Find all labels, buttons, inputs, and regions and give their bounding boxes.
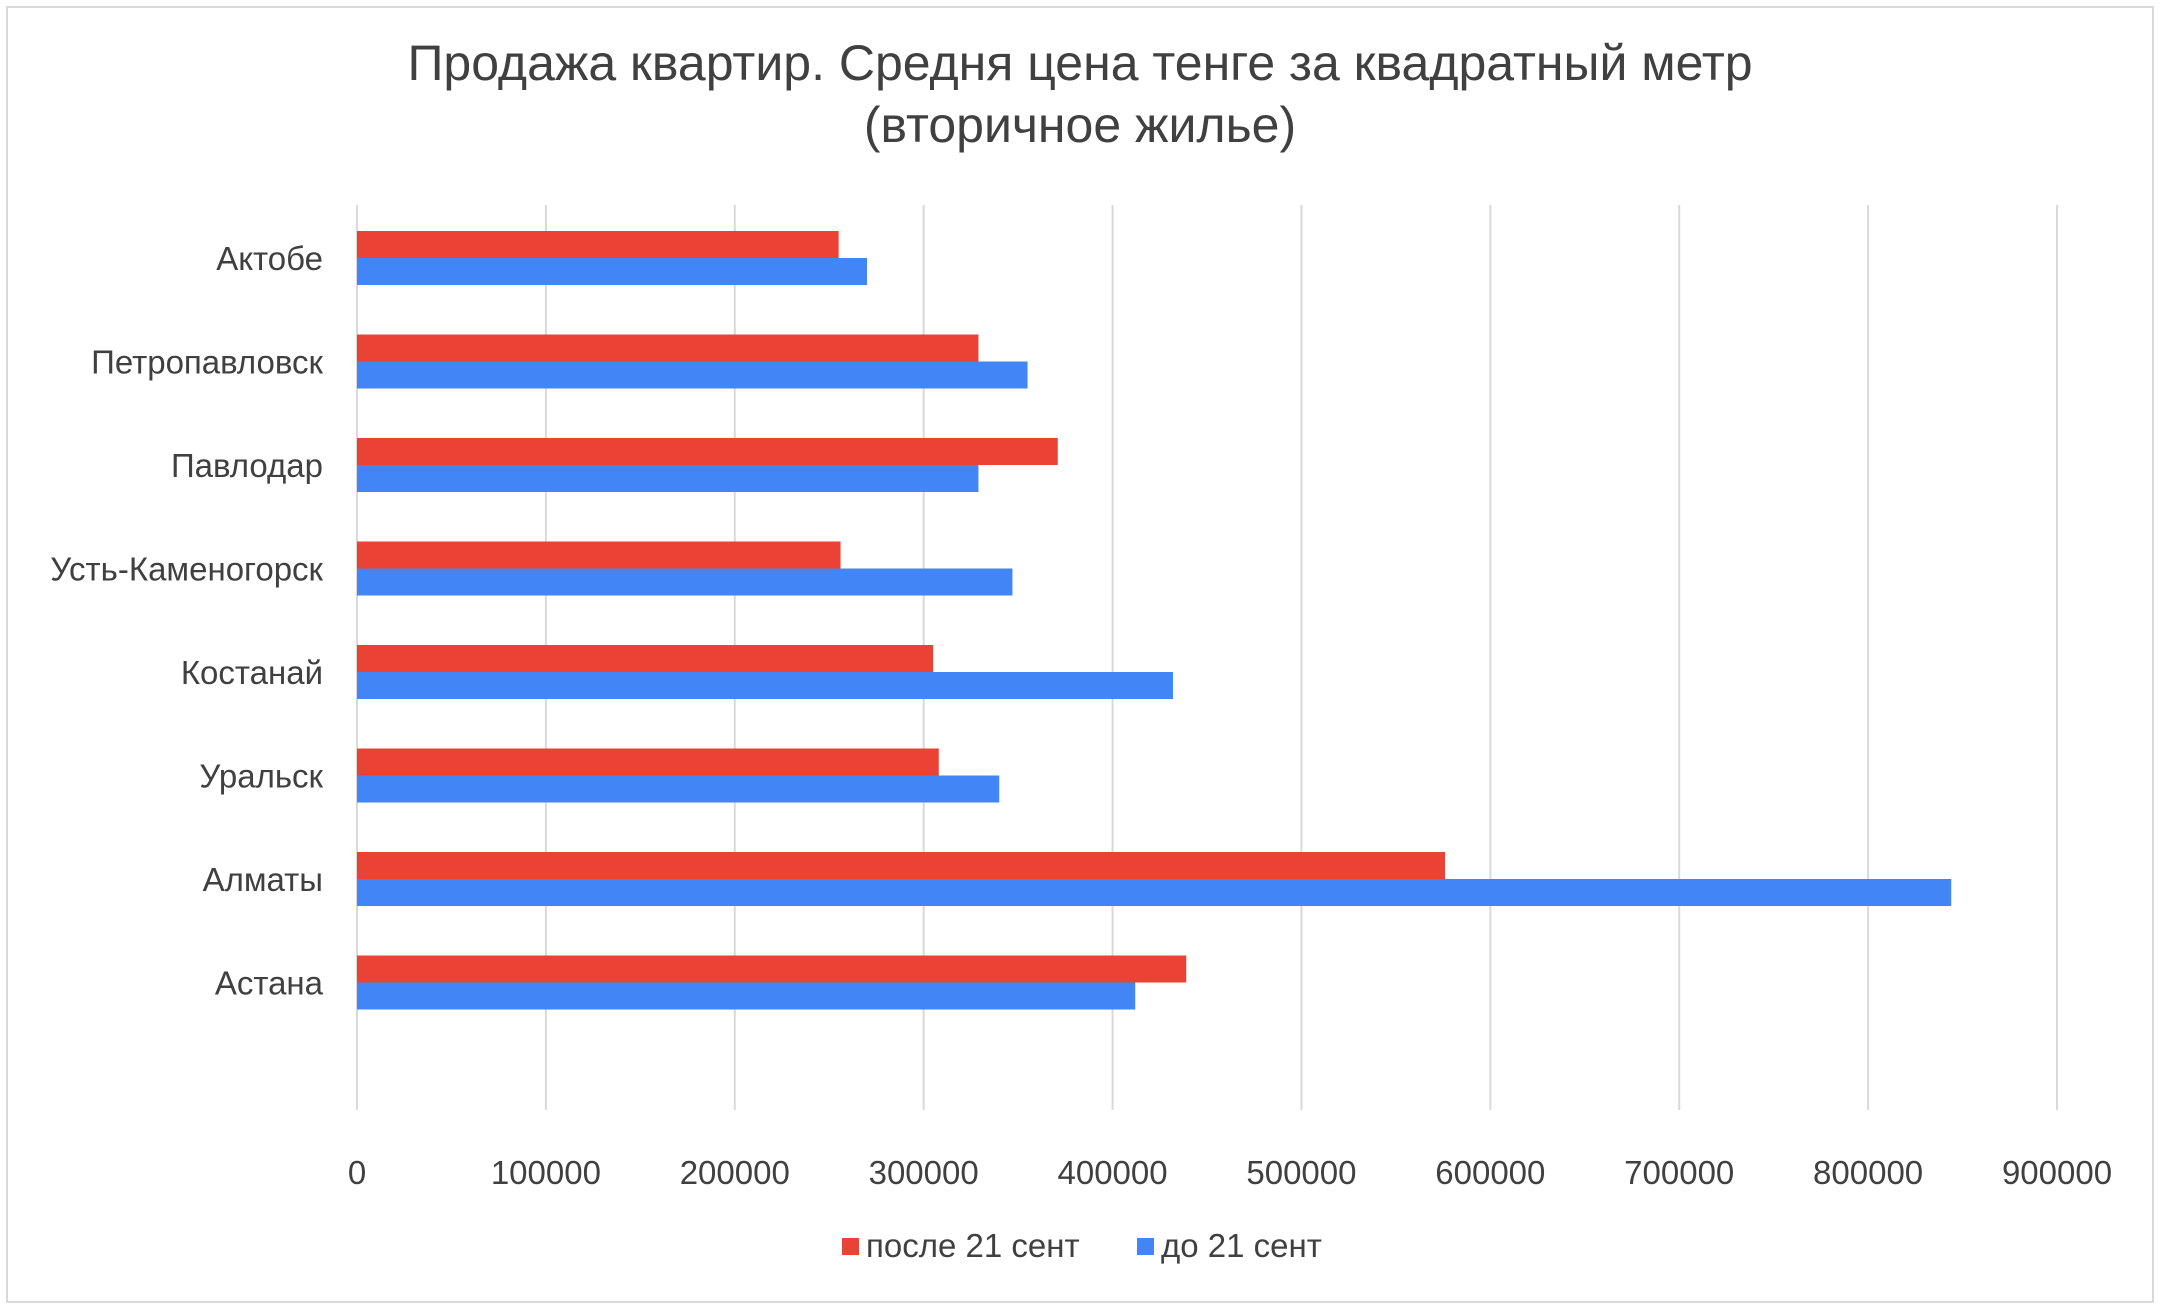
legend-swatch-0 xyxy=(842,1238,859,1255)
bar-before-0 xyxy=(357,258,867,285)
x-tick-label-8: 800000 xyxy=(1813,1154,1923,1191)
x-tick-labels: 0 100000 200000 300000 400000 500000 600000 700… xyxy=(348,1154,2112,1191)
legend-label-0: после 21 сент xyxy=(866,1227,1080,1264)
category-label-7: Астана xyxy=(215,965,324,1002)
bar-before-5 xyxy=(357,775,1000,803)
bar-after-6 xyxy=(357,852,1445,879)
bar-after-7 xyxy=(357,955,1187,983)
bar-before-1 xyxy=(357,361,1028,389)
category-label-3: Усть-Каменогорск xyxy=(50,551,323,588)
bar-after-2 xyxy=(357,438,1058,465)
category-label-4: Костанай xyxy=(181,654,323,691)
x-tick-label-1: 100000 xyxy=(491,1154,601,1191)
category-label-0: Актобе xyxy=(216,240,323,277)
bar-after-4 xyxy=(357,645,934,672)
x-tick-label-6: 600000 xyxy=(1435,1154,1545,1191)
category-labels: Актобе Петропавловск Павлодар Усть-Каменого… xyxy=(50,240,323,1002)
chart-title-line-2: (вторичное жилье) xyxy=(864,97,1296,153)
x-tick-label-4: 400000 xyxy=(1057,1154,1167,1191)
x-tick-label-7: 700000 xyxy=(1624,1154,1734,1191)
category-label-2: Павлодар xyxy=(171,447,323,484)
x-tick-label-5: 500000 xyxy=(1246,1154,1356,1191)
x-tick-label-2: 200000 xyxy=(680,1154,790,1191)
bar-before-4 xyxy=(357,672,1173,699)
bar-after-1 xyxy=(357,334,979,362)
bar-before-2 xyxy=(357,465,979,492)
category-label-1: Петропавловск xyxy=(91,344,323,381)
chart-title-line-1: Продажа квартир. Средня цена тенге за кв… xyxy=(407,35,1752,91)
category-label-5: Уральск xyxy=(199,758,323,795)
category-label-6: Алматы xyxy=(203,861,323,898)
legend-swatch-1 xyxy=(1137,1238,1154,1255)
x-tick-label-3: 300000 xyxy=(869,1154,979,1191)
bar-before-3 xyxy=(357,568,1013,596)
bar-after-3 xyxy=(357,541,841,569)
legend: после 21 сент до 21 сент xyxy=(842,1227,1322,1264)
x-tick-label-0: 0 xyxy=(348,1154,366,1191)
bar-before-7 xyxy=(357,982,1136,1010)
bar-before-6 xyxy=(357,879,1952,906)
bar-after-0 xyxy=(357,231,839,258)
bar-after-5 xyxy=(357,748,939,776)
x-tick-label-9: 900000 xyxy=(2002,1154,2112,1191)
legend-label-1: до 21 сент xyxy=(1161,1227,1322,1264)
chart-title: Продажа квартир. Средня цена тенге за кв… xyxy=(407,35,1752,153)
bars xyxy=(357,231,1952,1010)
